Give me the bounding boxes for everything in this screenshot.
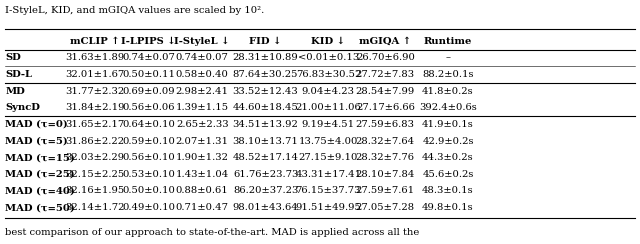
Text: 32.16±1.95: 32.16±1.95 [65,186,124,195]
Text: 76.15±37.73: 76.15±37.73 [296,186,361,195]
Text: 0.59±0.10: 0.59±0.10 [122,137,175,146]
Text: SD-L: SD-L [5,70,32,79]
Text: <0.01±0.13: <0.01±0.13 [298,53,359,62]
Text: 31.86±2.22: 31.86±2.22 [65,137,124,146]
Text: 0.74±0.07: 0.74±0.07 [176,53,228,62]
Text: mCLIP ↑: mCLIP ↑ [70,37,120,46]
Text: 2.65±2.33: 2.65±2.33 [176,120,228,129]
Text: Runtime: Runtime [424,37,472,46]
Text: 0.74±0.07: 0.74±0.07 [122,53,175,62]
Text: 33.52±12.43: 33.52±12.43 [233,87,298,96]
Text: –: – [445,53,451,62]
Text: MAD (τ=15): MAD (τ=15) [5,153,75,162]
Text: MAD (τ=0): MAD (τ=0) [5,120,68,129]
Text: 38.10±13.71: 38.10±13.71 [233,137,298,146]
Text: 26.70±6.90: 26.70±6.90 [356,53,415,62]
Text: 88.2±0.1s: 88.2±0.1s [422,70,474,79]
Text: 42.9±0.2s: 42.9±0.2s [422,137,474,146]
Text: 28.54±7.99: 28.54±7.99 [356,87,415,96]
Text: 32.15±2.25: 32.15±2.25 [65,170,124,179]
Text: SD: SD [5,53,21,62]
Text: 0.64±0.10: 0.64±0.10 [122,120,175,129]
Text: 28.32±7.64: 28.32±7.64 [356,137,415,146]
Text: 0.50±0.10: 0.50±0.10 [122,186,175,195]
Text: 1.39±1.15: 1.39±1.15 [175,103,229,112]
Text: 44.3±0.2s: 44.3±0.2s [422,153,474,162]
Text: 0.56±0.06: 0.56±0.06 [122,103,175,112]
Text: 27.05±7.28: 27.05±7.28 [356,203,415,212]
Text: 98.01±43.64: 98.01±43.64 [233,203,298,212]
Text: 61.76±23.73: 61.76±23.73 [233,170,298,179]
Text: 27.17±6.66: 27.17±6.66 [356,103,415,112]
Text: 9.04±4.23: 9.04±4.23 [302,87,355,96]
Text: 0.56±0.10: 0.56±0.10 [122,153,175,162]
Text: MAD (τ=40): MAD (τ=40) [5,186,75,195]
Text: 31.84±2.19: 31.84±2.19 [65,103,124,112]
Text: 1.43±1.04: 1.43±1.04 [175,170,229,179]
Text: 34.51±13.92: 34.51±13.92 [233,120,298,129]
Text: 0.69±0.09: 0.69±0.09 [122,87,175,96]
Text: 28.31±10.89: 28.31±10.89 [233,53,298,62]
Text: 31.63±1.89: 31.63±1.89 [65,53,124,62]
Text: mGIQA ↑: mGIQA ↑ [359,37,412,46]
Text: 0.50±0.11: 0.50±0.11 [122,70,175,79]
Text: FID ↓: FID ↓ [250,37,282,46]
Text: 48.52±17.14: 48.52±17.14 [232,153,299,162]
Text: 0.53±0.10: 0.53±0.10 [122,170,175,179]
Text: KID ↓: KID ↓ [311,37,346,46]
Text: 49.8±0.1s: 49.8±0.1s [422,203,474,212]
Text: 2.07±1.31: 2.07±1.31 [176,137,228,146]
Text: 27.15±9.10: 27.15±9.10 [299,153,358,162]
Text: 28.32±7.76: 28.32±7.76 [356,153,415,162]
Text: 0.58±0.40: 0.58±0.40 [176,70,228,79]
Text: 87.64±30.25: 87.64±30.25 [233,70,298,79]
Text: 0.71±0.47: 0.71±0.47 [176,203,228,212]
Text: 27.59±6.83: 27.59±6.83 [356,120,415,129]
Text: SyncD: SyncD [5,103,40,112]
Text: 86.20±37.23: 86.20±37.23 [233,186,298,195]
Text: 41.9±0.1s: 41.9±0.1s [422,120,474,129]
Text: 392.4±0.6s: 392.4±0.6s [419,103,477,112]
Text: I-LPIPS ↓: I-LPIPS ↓ [121,37,176,46]
Text: 48.3±0.1s: 48.3±0.1s [422,186,474,195]
Text: 32.03±2.29: 32.03±2.29 [65,153,124,162]
Text: 76.83±30.52: 76.83±30.52 [296,70,361,79]
Text: 41.8±0.2s: 41.8±0.2s [422,87,474,96]
Text: 32.14±1.72: 32.14±1.72 [65,203,124,212]
Text: 27.59±7.61: 27.59±7.61 [356,186,415,195]
Text: 1.90±1.32: 1.90±1.32 [176,153,228,162]
Text: 9.19±4.51: 9.19±4.51 [301,120,355,129]
Text: 27.72±7.83: 27.72±7.83 [356,70,415,79]
Text: MD: MD [5,87,25,96]
Text: I-StyleL, KID, and mGIQA values are scaled by 10².: I-StyleL, KID, and mGIQA values are scal… [5,6,264,15]
Text: best comparison of our approach to state-of-the-art. MAD is applied across all t: best comparison of our approach to state… [5,228,419,237]
Text: 43.31±17.41: 43.31±17.41 [295,170,362,179]
Text: 45.6±0.2s: 45.6±0.2s [422,170,474,179]
Text: 2.98±2.41: 2.98±2.41 [176,87,228,96]
Text: 0.49±0.10: 0.49±0.10 [122,203,175,212]
Text: MAD (τ=5): MAD (τ=5) [5,137,68,146]
Text: 21.00±11.06: 21.00±11.06 [296,103,361,112]
Text: 91.51±49.95: 91.51±49.95 [296,203,361,212]
Text: MAD (τ=50): MAD (τ=50) [5,203,75,212]
Text: 0.88±0.61: 0.88±0.61 [176,186,228,195]
Text: 28.10±7.84: 28.10±7.84 [356,170,415,179]
Text: 31.77±2.32: 31.77±2.32 [65,87,124,96]
Text: I-StyleL ↓: I-StyleL ↓ [175,37,230,46]
Text: 32.01±1.67: 32.01±1.67 [65,70,124,79]
Text: 31.65±2.17: 31.65±2.17 [65,120,124,129]
Text: 44.60±18.45: 44.60±18.45 [233,103,298,112]
Text: 13.75±4.00: 13.75±4.00 [299,137,358,146]
Text: MAD (τ=25): MAD (τ=25) [5,170,75,179]
